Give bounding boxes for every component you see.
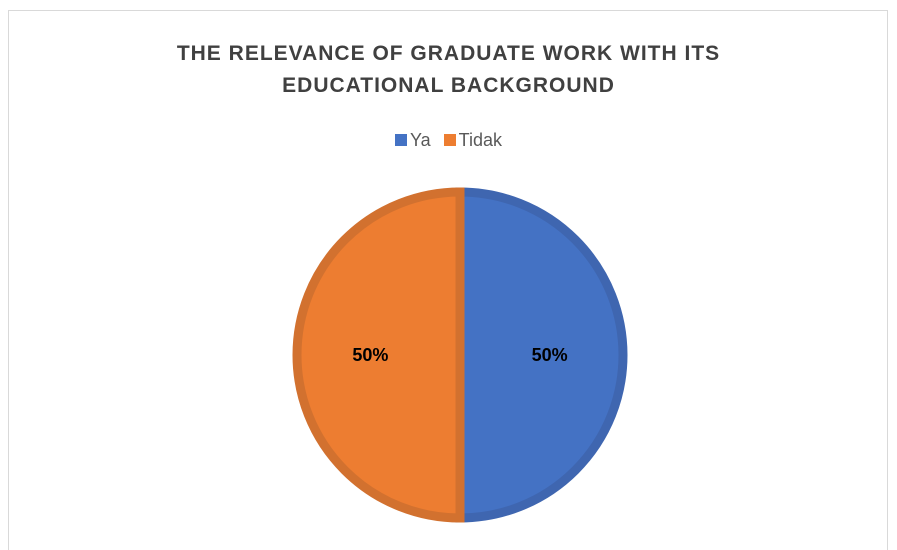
legend-swatch-tidak <box>443 134 456 146</box>
data-label-ya: 50% <box>532 345 568 365</box>
chart-title: THE RELEVANCE OF GRADUATE WORK WITH ITS … <box>0 38 897 102</box>
chart-title-line-2: EDUCATIONAL BACKGROUND <box>282 74 615 97</box>
data-label-tidak: 50% <box>352 345 388 365</box>
legend-item-ya: Ya <box>394 130 431 151</box>
pie-slice-tidak <box>292 187 465 523</box>
legend-swatch-ya <box>394 134 407 146</box>
legend-item-tidak: Tidak <box>443 130 503 151</box>
legend-label-ya: Ya <box>409 130 431 150</box>
chart-legend: Ya Tidak <box>0 130 897 151</box>
chart-title-line-1: THE RELEVANCE OF GRADUATE WORK WITH ITS <box>176 42 721 65</box>
legend-label-tidak: Tidak <box>458 130 503 150</box>
pie-slice-ya <box>455 187 628 523</box>
